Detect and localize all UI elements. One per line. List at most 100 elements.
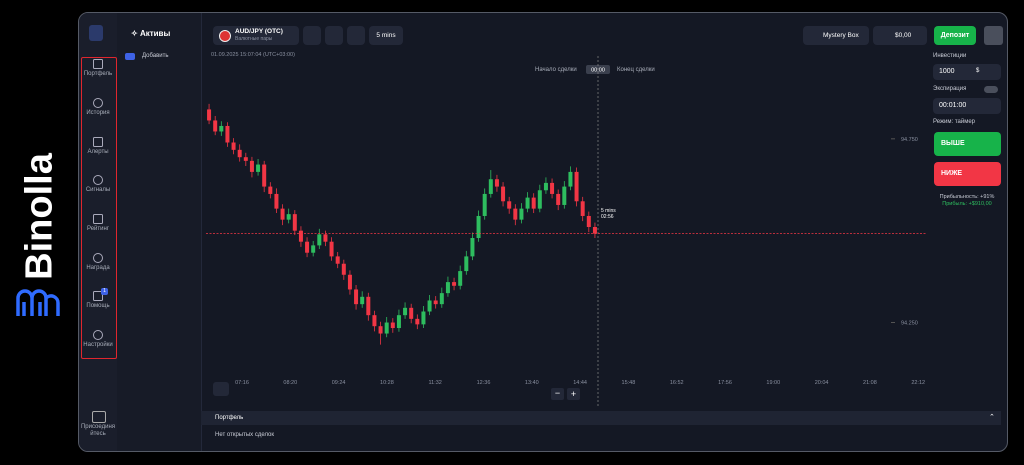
expiration-input[interactable]: 00:01:00: [933, 98, 1001, 114]
settings-button[interactable]: [213, 382, 229, 396]
drawings-button[interactable]: [325, 26, 343, 45]
candle-body: [464, 256, 469, 272]
candle-body: [550, 182, 555, 194]
candle-body: [262, 164, 267, 187]
assets-title: ✧ Активы: [131, 29, 171, 38]
candle-body: [384, 322, 389, 334]
candle-body: [433, 300, 438, 305]
sidebar-item[interactable]: Помощь: [86, 303, 110, 309]
y-tick-label: 94.750: [901, 137, 918, 143]
candle-body: [225, 125, 230, 143]
add-asset[interactable]: Добавить: [142, 53, 169, 59]
candle-body: [256, 164, 261, 172]
x-tick-label: 13:40: [525, 380, 539, 386]
zoom-out[interactable]: [551, 388, 564, 400]
candle-body: [568, 171, 573, 187]
candle-body: [488, 179, 493, 194]
candle-timer: 02:56: [601, 214, 614, 220]
sidebar-item[interactable]: Рейтинг: [86, 226, 110, 232]
deposit-button[interactable]: Депозит: [934, 26, 976, 45]
candle-body: [268, 186, 273, 194]
candle-body: [237, 149, 242, 158]
help-badge: 1: [101, 288, 108, 295]
x-tick-label: 07:16: [235, 380, 249, 386]
sidebar-item[interactable]: Сигналы: [85, 187, 111, 193]
candle-body: [323, 234, 328, 242]
candle-body: [519, 208, 524, 220]
candle-body: [513, 208, 518, 220]
collapse-icon[interactable]: ⌃: [989, 414, 995, 421]
profitability: Прибыльность: +91%: [939, 194, 995, 200]
x-tick-label: 11:32: [429, 380, 442, 386]
candle-body: [482, 193, 487, 216]
price-chart: 01.09.2025 15:07:04 (UTC+03:00) Начало с…: [206, 52, 926, 408]
avatar[interactable]: [984, 26, 1003, 45]
candle-body: [249, 160, 254, 172]
join-link[interactable]: Присоединяйтесь: [80, 424, 116, 437]
candle-body: [360, 296, 365, 305]
candle-body: [274, 193, 279, 209]
expiration-toggle[interactable]: [984, 86, 998, 93]
candle-body: [207, 109, 212, 121]
investment-input[interactable]: 1000: [933, 64, 1001, 80]
candle-body: [298, 230, 303, 242]
x-tick-label: 21:08: [863, 380, 877, 386]
indicators-button[interactable]: [303, 26, 321, 45]
candle-body: [213, 120, 218, 132]
candle-body: [390, 322, 395, 329]
app-logo: [89, 25, 103, 41]
candle-body: [494, 179, 499, 187]
candle-body: [341, 263, 346, 275]
candle-body: [292, 214, 297, 231]
brand-logo: [16, 289, 60, 316]
sidebar-item[interactable]: Алерты: [87, 149, 109, 155]
mystery-box[interactable]: Mystery Box: [803, 26, 869, 45]
candle-body: [305, 241, 310, 253]
up-button[interactable]: ВЫШЕ: [934, 132, 1001, 156]
candle-body: [562, 186, 567, 205]
expiration-label: Экспирация: [933, 86, 967, 92]
sidebar-icon: [93, 98, 103, 108]
candle-body: [231, 142, 236, 150]
sidebar-icon: [93, 175, 103, 185]
candle-body: [543, 182, 548, 191]
x-tick-label: 19:00: [766, 380, 780, 386]
balance[interactable]: $0,00: [873, 26, 927, 45]
candle-body: [445, 282, 450, 294]
sidebar-item[interactable]: История: [86, 110, 110, 116]
candle-body: [243, 157, 248, 161]
y-tick-label: 94.250: [901, 321, 918, 327]
down-button[interactable]: НИЖЕ: [934, 162, 1001, 186]
x-tick-label: 15:48: [622, 380, 636, 386]
timeframe-button[interactable]: 5 mins: [369, 26, 403, 45]
candle-body: [556, 193, 561, 205]
profit: Прибыль: +$910,00: [942, 201, 992, 207]
x-tick-label: 17:56: [718, 380, 732, 386]
asset-selector[interactable]: [213, 26, 299, 45]
candle-body: [427, 300, 432, 312]
candle-body: [329, 241, 334, 257]
candle-body: [531, 197, 536, 209]
candle-body: [580, 201, 585, 216]
sidebar-item[interactable]: Портфель: [83, 71, 113, 77]
candle-body: [525, 197, 530, 209]
candle-body: [347, 274, 352, 290]
portfolio-bar[interactable]: [201, 411, 1001, 425]
asset-type: Валютные пары: [235, 36, 273, 42]
candle-body: [476, 215, 481, 239]
candle-body: [372, 315, 377, 327]
candle-body: [458, 271, 463, 286]
assets-panel: [117, 13, 202, 451]
sidebar-item[interactable]: Настройки: [83, 342, 113, 348]
candle-body: [574, 171, 579, 202]
candle-body: [409, 307, 414, 319]
fullscreen-button[interactable]: [347, 26, 365, 45]
sidebar: [79, 13, 117, 451]
sidebar-icon: [93, 291, 103, 301]
candle-body: [415, 318, 420, 325]
x-tick-label: 20:04: [815, 380, 829, 386]
sidebar-item[interactable]: Награда: [86, 265, 110, 271]
zoom-in[interactable]: [567, 388, 580, 400]
mode: Режим: таймер: [933, 119, 975, 125]
